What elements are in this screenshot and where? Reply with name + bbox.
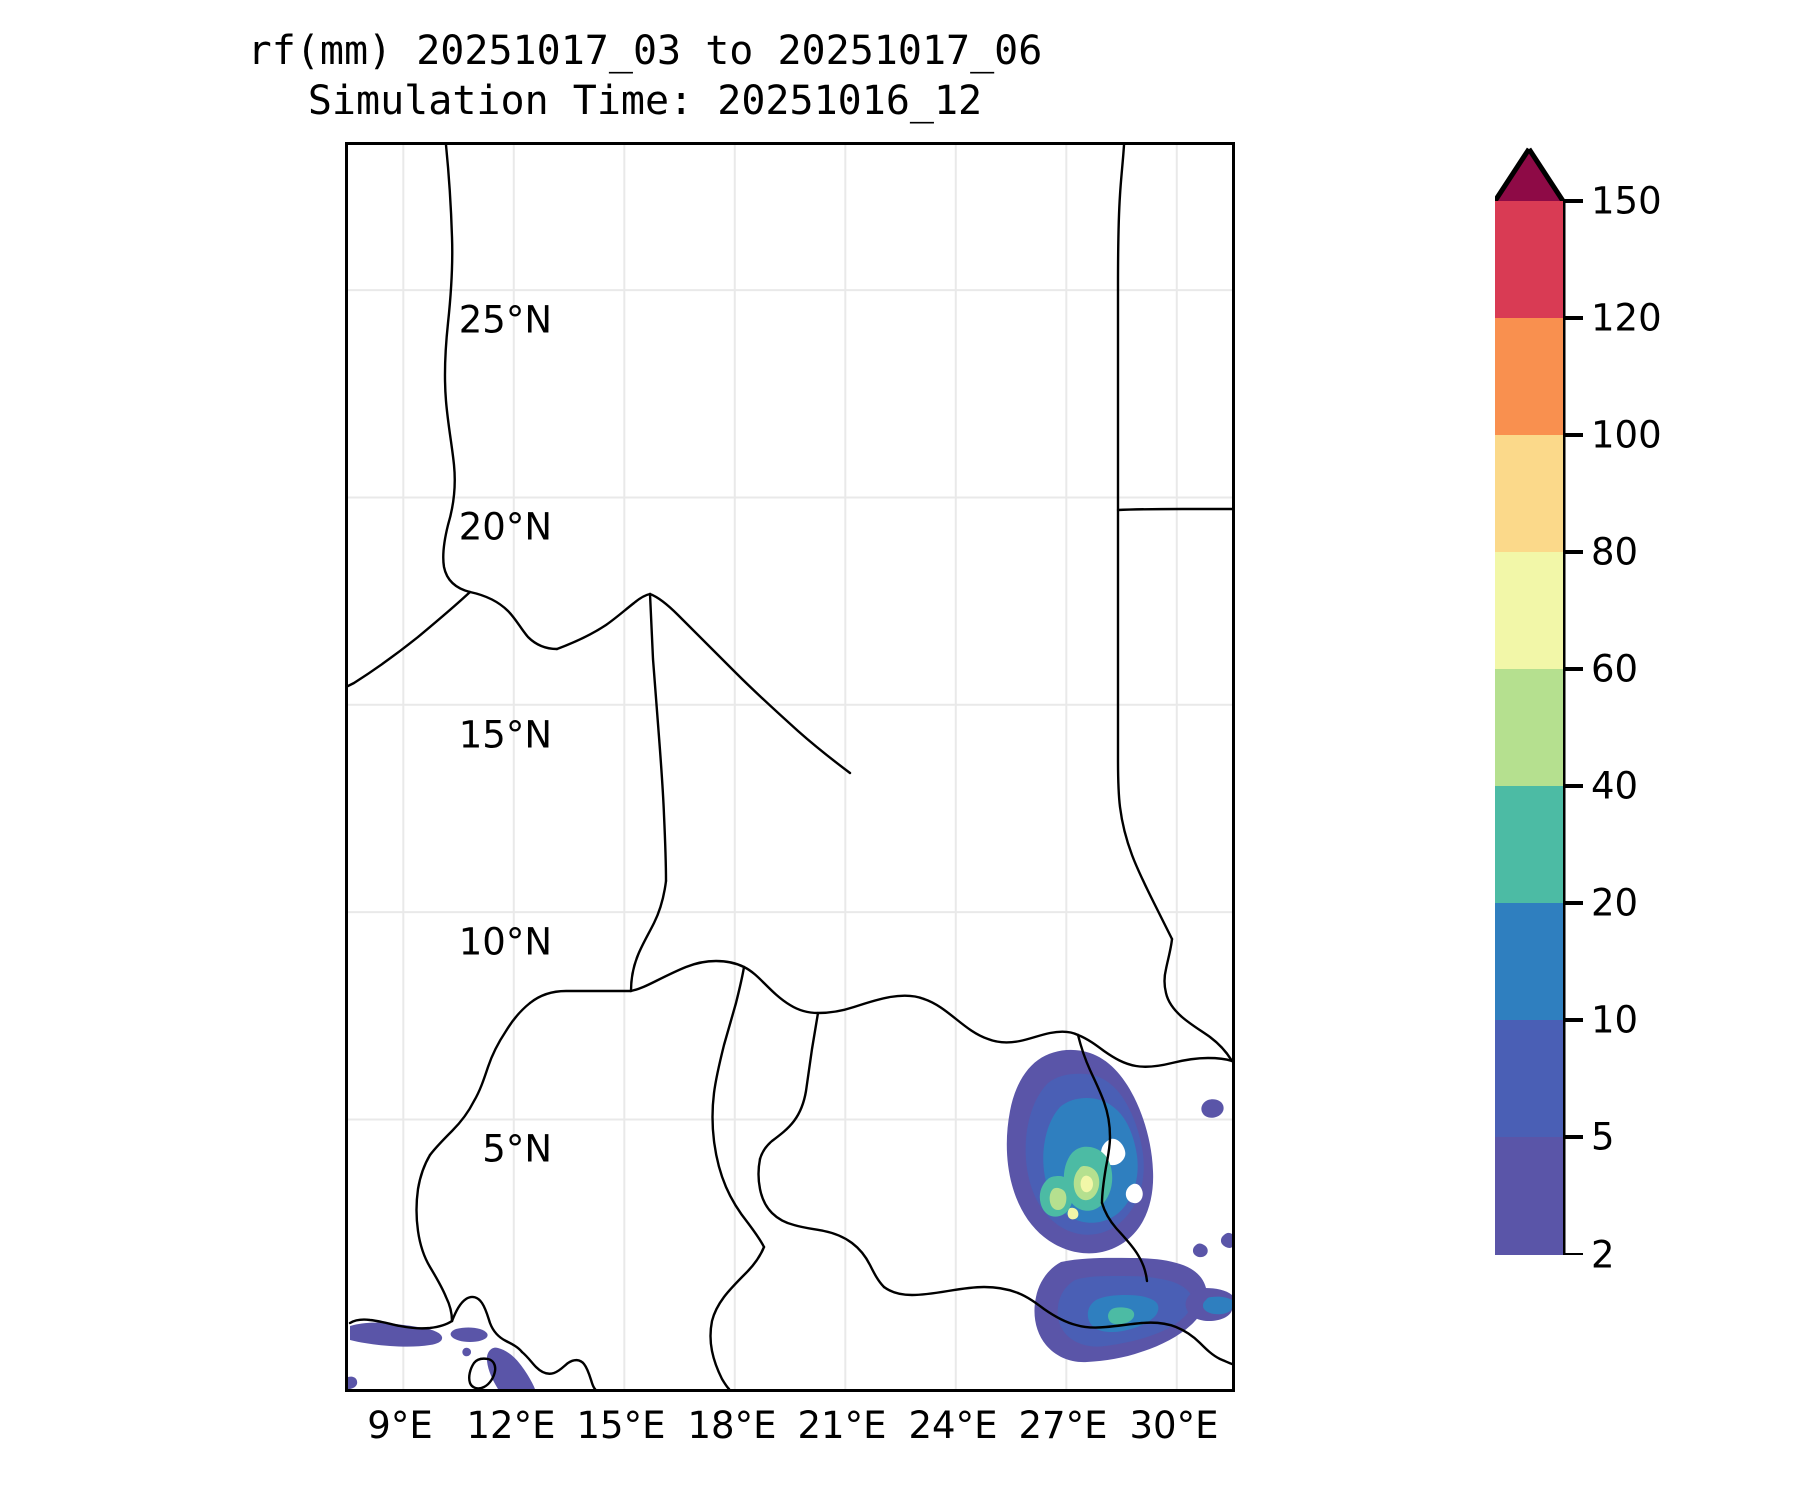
xtick-label: 24°E xyxy=(908,1404,998,1447)
colorbar-tick-label: 2 xyxy=(1591,1233,1615,1277)
ytick-label: 5°N xyxy=(482,1127,552,1171)
ytick-label: 25°N xyxy=(458,298,552,342)
colorbar-tick-label: 80 xyxy=(1591,530,1639,574)
chart-title: rf(mm) 20251017_03 to 20251017_06 Simula… xyxy=(0,26,1290,126)
colorbar-segment-100-120 xyxy=(1495,318,1563,435)
country-borders xyxy=(348,145,1232,1389)
colorbar-graphic xyxy=(1495,147,1583,1255)
colorbar-segment-20-40 xyxy=(1495,786,1563,903)
ytick-label: 10°N xyxy=(458,920,552,964)
map-canvas xyxy=(348,145,1232,1389)
xtick-label: 15°E xyxy=(576,1404,666,1447)
xtick-label: 18°E xyxy=(687,1404,777,1447)
precipitation-contours xyxy=(348,1049,1232,1389)
colorbar-segment-120-150 xyxy=(1495,201,1563,318)
xtick-label: 30°E xyxy=(1129,1404,1219,1447)
colorbar-segment-2-5 xyxy=(1495,1137,1563,1255)
colorbar-tick-label: 10 xyxy=(1591,998,1639,1042)
colorbar-segment-5-10 xyxy=(1495,1020,1563,1137)
colorbar-segment-80-100 xyxy=(1495,435,1563,552)
xtick-label: 27°E xyxy=(1018,1404,1108,1447)
colorbar-tick-label: 120 xyxy=(1591,296,1662,340)
colorbar-extend-arrow xyxy=(1495,149,1563,201)
colorbar-segment-10-20 xyxy=(1495,903,1563,1020)
xtick-label: 12°E xyxy=(466,1404,556,1447)
map-svg xyxy=(348,145,1232,1389)
colorbar-tick-label: 40 xyxy=(1591,764,1639,808)
map-plot-area[interactable] xyxy=(345,142,1235,1392)
xtick-label: 21°E xyxy=(797,1404,887,1447)
ytick-label: 20°N xyxy=(458,505,552,549)
xtick-label: 9°E xyxy=(367,1404,433,1447)
title-line-1: rf(mm) 20251017_03 to 20251017_06 xyxy=(247,28,1043,74)
colorbar-tick-label: 60 xyxy=(1591,647,1639,691)
colorbar-tick-label: 20 xyxy=(1591,881,1639,925)
title-line-2: Simulation Time: 20251016_12 xyxy=(307,78,983,124)
colorbar-segment-40-60 xyxy=(1495,669,1563,786)
colorbar-segments xyxy=(1495,201,1563,1255)
colorbar-tick-label: 150 xyxy=(1591,179,1662,223)
ytick-label: 15°N xyxy=(458,713,552,757)
colorbar[interactable]: 150 120 100 80 60 40 20 10 5 2 xyxy=(1495,145,1795,1277)
colorbar-tick-label: 5 xyxy=(1591,1115,1615,1159)
colorbar-segment-60-80 xyxy=(1495,552,1563,669)
colorbar-tick-label: 100 xyxy=(1591,413,1662,457)
